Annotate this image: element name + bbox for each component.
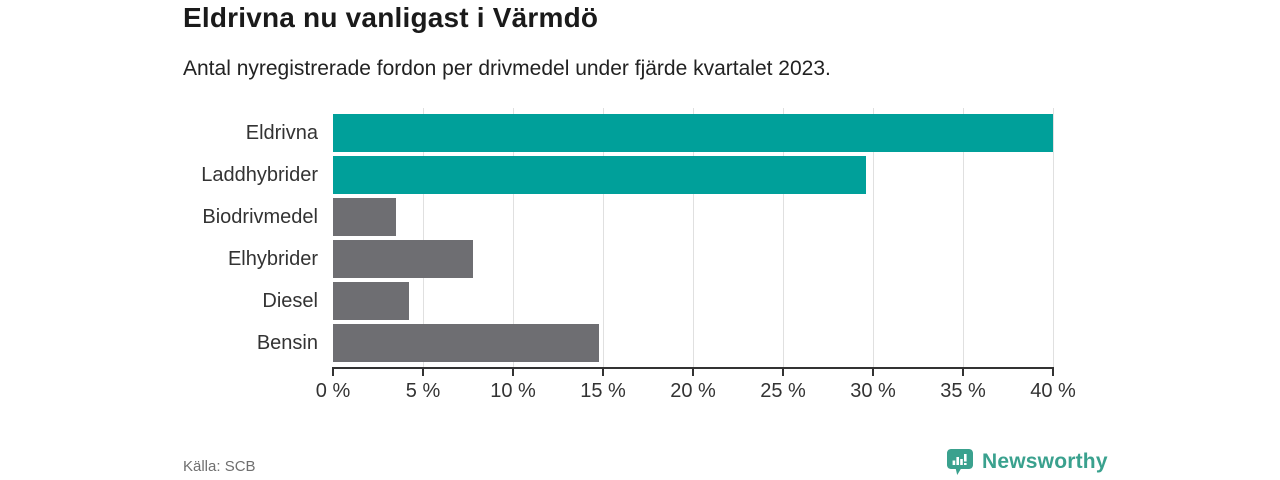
grid-line [1053,108,1054,367]
bar-elhybrider [333,240,474,278]
bar-chart-badge-icon [947,449,973,475]
axis-tick [512,369,514,376]
category-labels: Eldrivna Laddhybrider Biodrivmedel Elhybrid… [183,108,333,367]
bar-row [333,196,1053,238]
grid-line [423,108,424,367]
page-subtitle: Antal nyregistrerade fordon per drivmede… [183,57,831,80]
bar-chart: Eldrivna Laddhybrider Biodrivmedel Elhybrid… [183,108,1103,418]
bar-row [333,154,1053,196]
axis-tick [602,369,604,376]
bar-row [333,322,1053,364]
axis-tick-label: 30 % [850,380,896,402]
axis-tick-label: 10 % [490,380,536,402]
page-title: Eldrivna nu vanligast i Värmdö [183,2,599,33]
bar-diesel [333,282,409,320]
bar-row [333,238,1053,280]
axis-tick-label: 25 % [760,380,806,402]
grid-line [693,108,694,367]
axis-tick [692,369,694,376]
bar-bensin [333,324,600,362]
badge-shape [947,449,973,475]
grid-line [603,108,604,367]
category-label: Diesel [262,289,318,312]
grid-line [783,108,784,367]
x-axis: 0 % 5 % 10 % 15 % 20 % 25 % 30 % 35 % 40 % [316,367,1076,407]
grid-line [513,108,514,367]
axis-tick-label: 20 % [670,380,716,402]
bar-row [333,280,1053,322]
axis-tick [1052,369,1054,376]
axis-tick [422,369,424,376]
axis-tick-label: 35 % [940,380,986,402]
axis-tick [872,369,874,376]
bar-rows [333,108,1053,364]
grid-line [873,108,874,367]
category-label: Eldrivna [245,121,318,144]
axis-tick-label: 40 % [1030,380,1076,402]
bar-eldrivna [333,114,1053,152]
bar-laddhybrider [333,156,866,194]
axis-tick-label: 5 % [405,380,441,402]
axis-tick-label: 0 % [315,380,351,402]
x-axis-line [332,367,1054,369]
category-label: Elhybrider [227,247,318,270]
category-label: Laddhybrider [201,163,318,186]
newsworthy-logo: Newsworthy [946,448,1108,476]
axis-tick [962,369,964,376]
category-label: Biodrivmedel [202,205,318,228]
grid-line [963,108,964,367]
axis-tick [332,369,334,376]
brand-name: Newsworthy [982,450,1108,473]
plot-area [333,108,1054,367]
source-note: Källa: SCB [183,458,256,475]
axis-tick-label: 15 % [580,380,626,402]
bar-row [333,112,1053,154]
bar-biodrivmedel [333,198,396,236]
axis-tick [782,369,784,376]
category-label: Bensin [256,331,318,354]
